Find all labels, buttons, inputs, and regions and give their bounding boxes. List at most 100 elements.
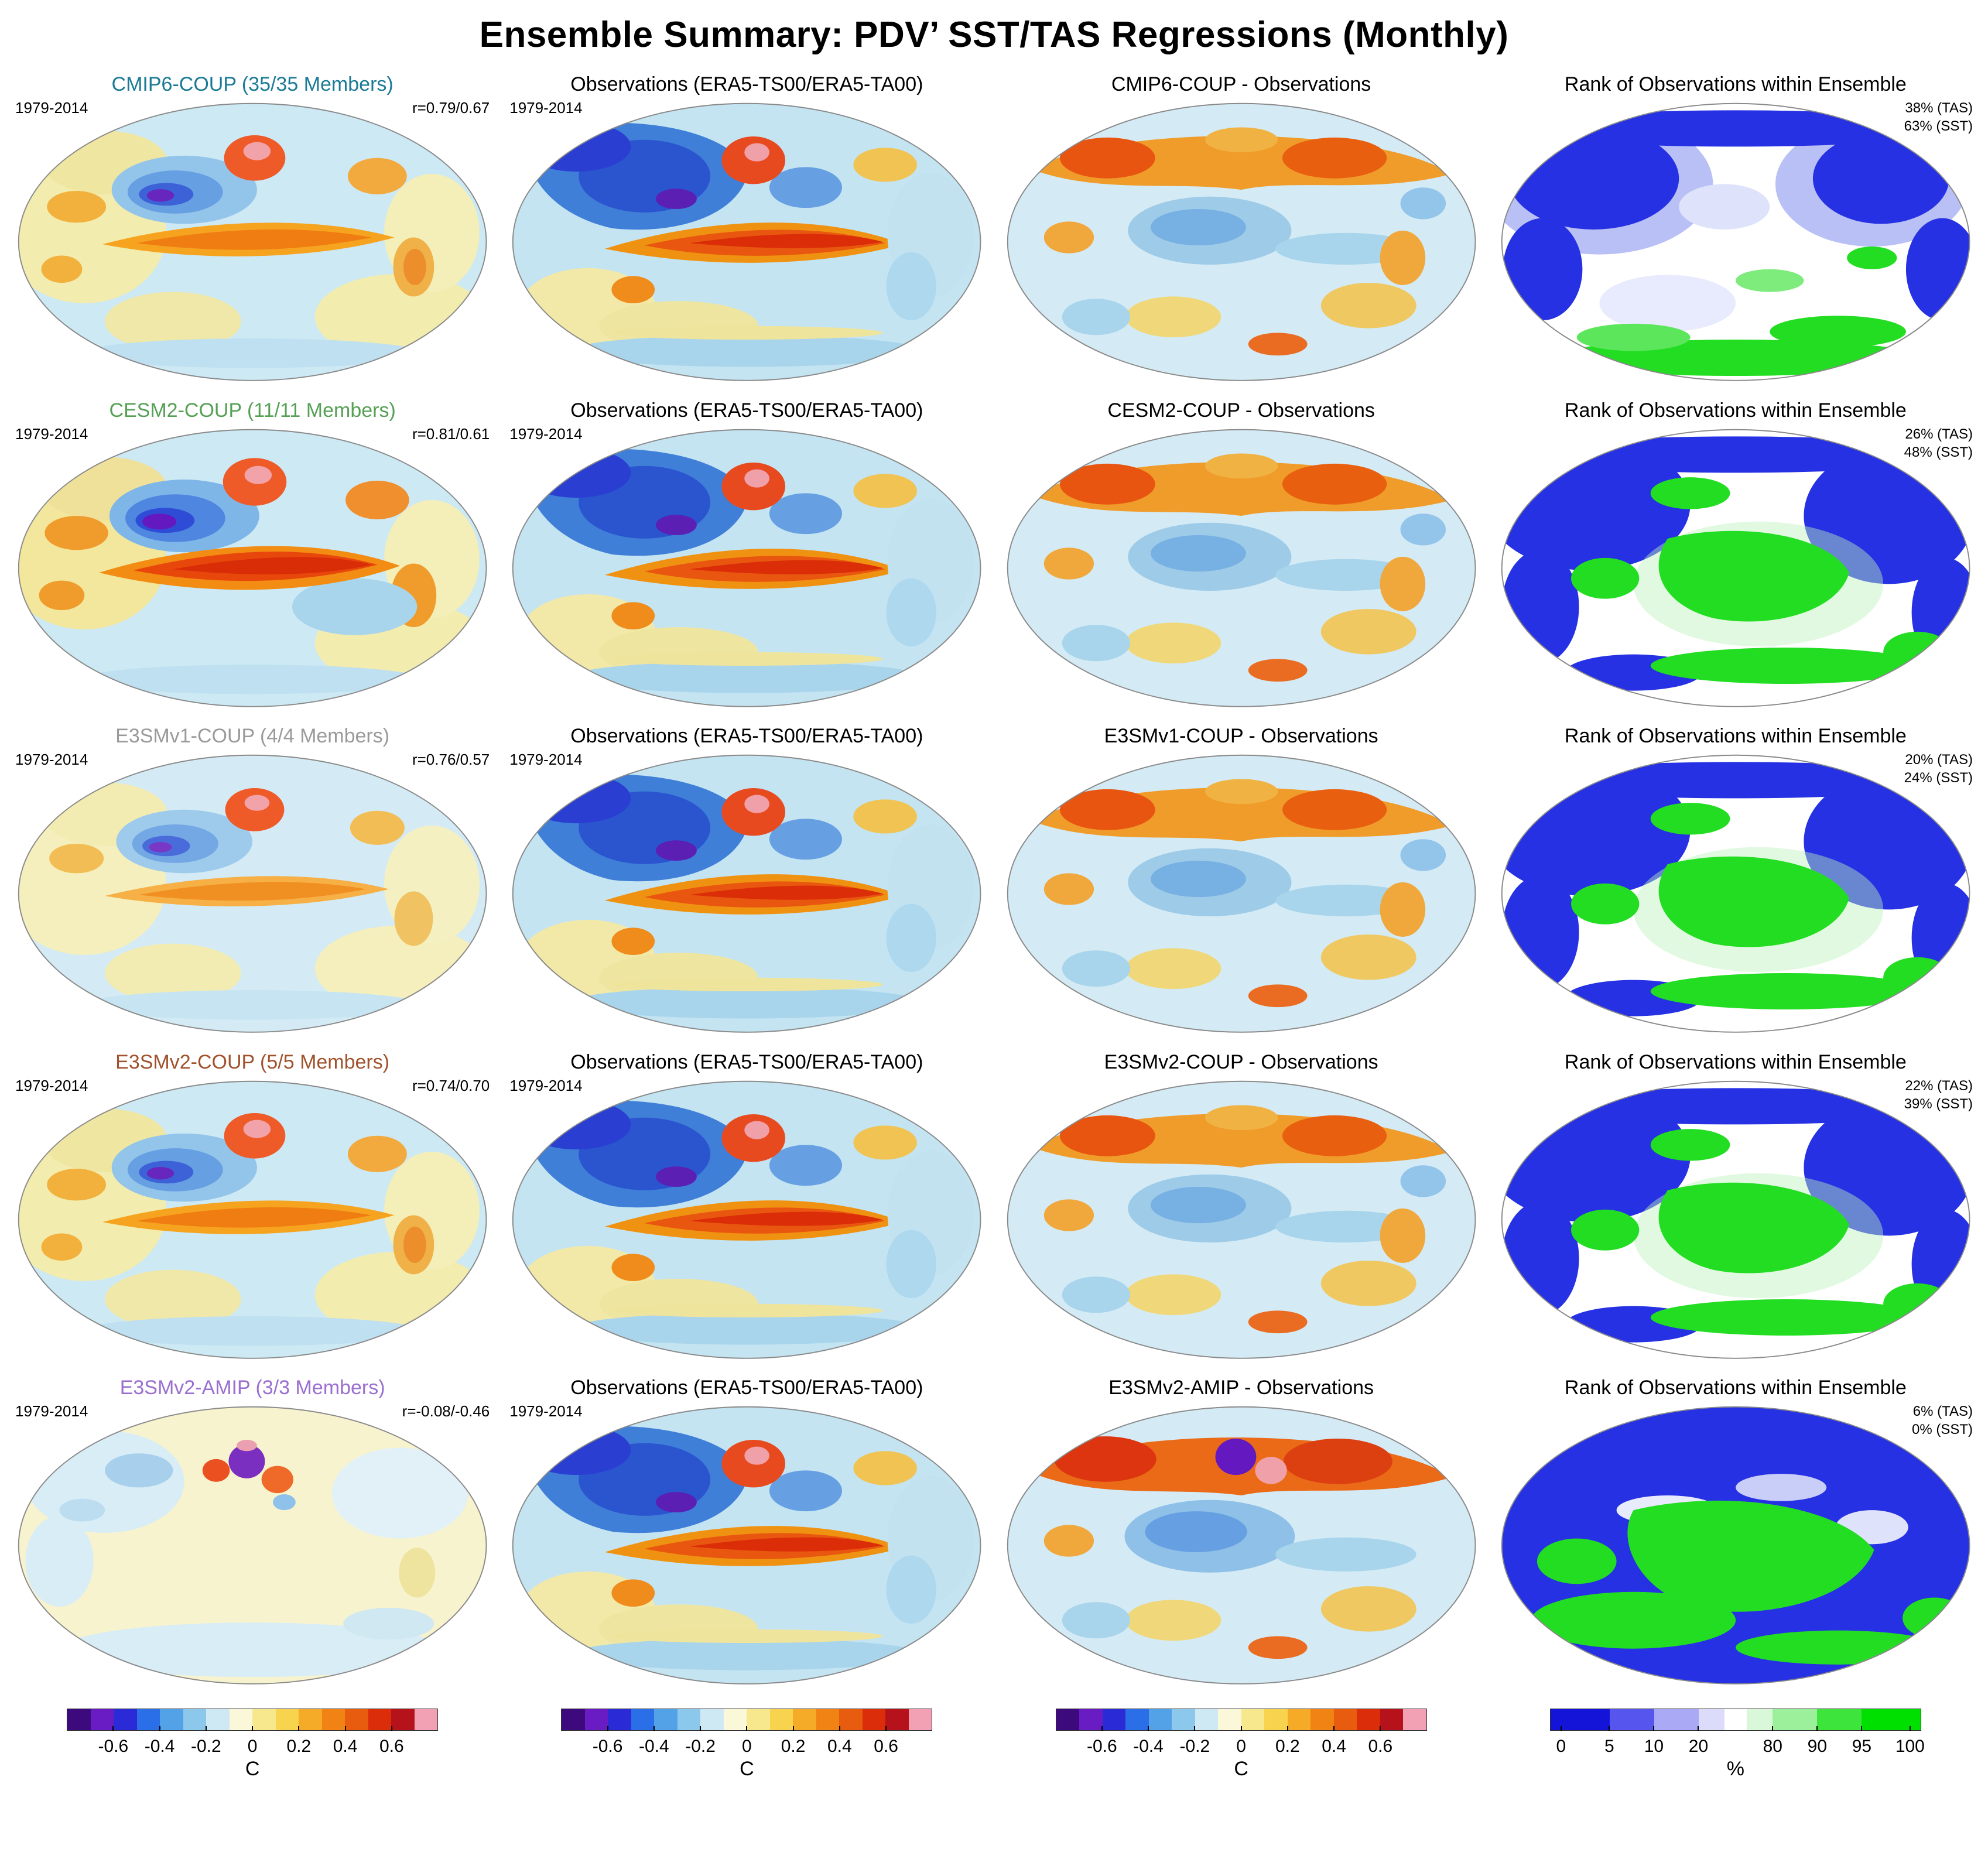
- colorbar-segment: [1333, 1709, 1357, 1730]
- rank-sst-value: 24% (SST): [1904, 770, 1973, 786]
- model-row-e3smv2-coup: E3SMv2-COUP (5/5 Members) 1979-2014 r=0.…: [8, 1051, 1980, 1363]
- colorbar-segment: [414, 1709, 438, 1730]
- colorbar-segment: [1380, 1709, 1404, 1730]
- observations-map: [508, 99, 985, 385]
- colorbar-segment: [160, 1709, 183, 1730]
- colorbar-segment: [1195, 1709, 1219, 1730]
- colorbar-tick-mark: [1148, 1726, 1149, 1731]
- colorbar-tick-mark: [1698, 1726, 1699, 1731]
- model-panel-title: E3SMv2-COUP (5/5 Members): [14, 1051, 491, 1077]
- colorbar-tick-mark: [1194, 1726, 1196, 1731]
- panel-observations: Observations (ERA5-TS00/ERA5-TA00) 1979-…: [502, 1051, 991, 1363]
- colorbar-segment: [1698, 1709, 1724, 1730]
- colorbar-tick-label: 0.4: [333, 1736, 358, 1756]
- correlation-annotation: r=0.81/0.61: [412, 425, 490, 443]
- obs-panel-title: Observations (ERA5-TS00/ERA5-TA00): [570, 1050, 923, 1073]
- colorbar-segment: [90, 1709, 114, 1730]
- colorbar-tick-label: -0.2: [191, 1736, 221, 1756]
- diff-panel-title: CMIP6-COUP - Observations: [1111, 73, 1371, 95]
- obs-map-wrap: 1979-2014: [508, 425, 985, 711]
- colorbar-tick-mark: [205, 1726, 207, 1731]
- rank-annotation: 20% (TAS) 24% (SST): [1904, 751, 1973, 787]
- colorbar-unit-label: C: [1234, 1757, 1248, 1780]
- model-members: (5/5 Members): [260, 1050, 390, 1073]
- model-members: (4/4 Members): [260, 725, 390, 748]
- colorbar-tick-label: 0.4: [1322, 1736, 1346, 1756]
- colorbar-unit-label: %: [1726, 1757, 1744, 1780]
- colorbar-tick-mark: [1380, 1726, 1381, 1731]
- obs-map-wrap: 1979-2014: [508, 751, 985, 1037]
- colorbar-segment: [1079, 1709, 1103, 1730]
- obs-panel-title: Observations (ERA5-TS00/ERA5-TA00): [570, 1377, 923, 1399]
- colorbar-tick-mark: [839, 1726, 840, 1731]
- model-map-wrap: 1979-2014 r=-0.08/-0.46: [14, 1402, 491, 1689]
- colorbar-segment: [1264, 1709, 1288, 1730]
- colorbar-tick-mark: [159, 1726, 160, 1731]
- colorbar-segment: [1816, 1709, 1862, 1730]
- correlation-annotation: r=0.74/0.70: [412, 1076, 490, 1094]
- model-members: (35/35 Members): [241, 73, 394, 95]
- colorbar-segment: [252, 1709, 276, 1730]
- colorbar-tick-mark: [1772, 1726, 1774, 1731]
- panel-difference: E3SMv1-COUP - Observations: [997, 725, 1486, 1037]
- panel-observations: Observations (ERA5-TS00/ERA5-TA00) 1979-…: [502, 1377, 991, 1689]
- rank-annotation: 22% (TAS) 39% (SST): [1904, 1077, 1973, 1113]
- model-map-wrap: 1979-2014 r=0.79/0.67: [14, 99, 491, 385]
- colorbar-segment: [1241, 1709, 1265, 1730]
- colorbar-segment: [1403, 1709, 1426, 1730]
- period-annotation: 1979-2014: [15, 1076, 88, 1094]
- panel-difference: CMIP6-COUP - Observations: [997, 73, 1486, 385]
- colorbar-segment: [368, 1709, 392, 1730]
- colorbar-tick-mark: [700, 1726, 702, 1731]
- period-annotation: 1979-2014: [509, 99, 583, 117]
- colorbar-tick-label: 0: [1556, 1736, 1566, 1756]
- colorbar-tick-mark: [112, 1726, 114, 1731]
- colorbar-segment: [769, 1709, 793, 1730]
- model-members: (11/11 Members): [247, 399, 396, 422]
- colorbar-tick-mark: [1240, 1726, 1242, 1731]
- colorbar-segment: [677, 1709, 701, 1730]
- diff-map-wrap: [1003, 1402, 1480, 1689]
- model-map-wrap: 1979-2014 r=0.76/0.57: [14, 751, 491, 1037]
- colorbar-row: -0.6 -0.4 -0.2 0 0.2 0.4 0.6 C -0.6 -0.4 -0.2 0 0.…: [8, 1708, 1980, 1781]
- colorbar-segment: [275, 1709, 299, 1730]
- colorbar-segment: [1172, 1709, 1195, 1730]
- colorbar-segment: [206, 1709, 230, 1730]
- panel-difference: E3SMv2-COUP - Observations: [997, 1051, 1486, 1363]
- colorbar-segment: [631, 1709, 655, 1730]
- rank-panel-title: Rank of Observations within Ensemble: [1564, 73, 1907, 95]
- model-map: [14, 1077, 491, 1363]
- colorbar-segment: [321, 1709, 345, 1730]
- rank-map: [1497, 1402, 1974, 1689]
- model-map: [14, 99, 491, 385]
- panel-model: CESM2-COUP (11/11 Members) 1979-2014 r=0…: [8, 399, 497, 711]
- colorbar-segment: [839, 1709, 863, 1730]
- model-row-e3smv1-coup: E3SMv1-COUP (4/4 Members) 1979-2014 r=0.…: [8, 725, 1980, 1037]
- rank-panel-title: Rank of Observations within Ensemble: [1564, 725, 1907, 748]
- model-name: CMIP6-COUP: [111, 73, 237, 95]
- diff-map-wrap: [1003, 425, 1480, 711]
- difference-map: [1003, 1402, 1480, 1689]
- colorbar-tick-label: 0.6: [1368, 1736, 1393, 1756]
- colorbar-segment: [1609, 1709, 1654, 1730]
- colorbar-tick-label: 100: [1895, 1736, 1925, 1756]
- colorbar-tick-label: -0.6: [1087, 1736, 1117, 1756]
- colorbar-tick-label: 0.2: [286, 1736, 312, 1756]
- colorbar-segment: [1861, 1709, 1921, 1730]
- colorbar-segment: [67, 1709, 91, 1730]
- colorbar-tick-label: 20: [1688, 1736, 1709, 1756]
- colorbar-tick-mark: [1653, 1726, 1655, 1731]
- colorbar-segment: [1746, 1709, 1773, 1730]
- colorbar-tick-label: 0: [1236, 1736, 1246, 1756]
- rank-annotation: 6% (TAS) 0% (SST): [1912, 1402, 1973, 1439]
- colorbar-tick-mark: [792, 1726, 794, 1731]
- model-panel-title: E3SMv1-COUP (4/4 Members): [14, 725, 491, 751]
- panel-rank: Rank of Observations within Ensemble 26%…: [1491, 399, 1980, 711]
- observations-map: [508, 751, 985, 1037]
- colorbar-tick-mark: [1333, 1726, 1335, 1731]
- colorbar-tick-label: 10: [1644, 1736, 1664, 1756]
- rank-tas-value: 38% (TAS): [1905, 100, 1973, 116]
- period-annotation: 1979-2014: [15, 425, 88, 443]
- rank-panel-title: Rank of Observations within Ensemble: [1564, 1050, 1907, 1073]
- model-panel-title: E3SMv2-AMIP (3/3 Members): [14, 1377, 491, 1402]
